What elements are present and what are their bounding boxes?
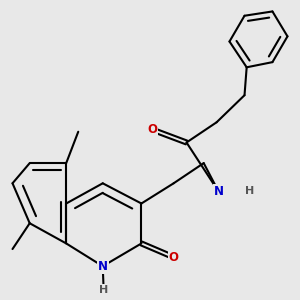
Text: H: H (245, 186, 255, 196)
Text: O: O (147, 123, 157, 136)
Text: H: H (99, 285, 108, 295)
Text: N: N (214, 185, 224, 198)
Text: O: O (169, 251, 178, 264)
Text: N: N (98, 260, 108, 273)
